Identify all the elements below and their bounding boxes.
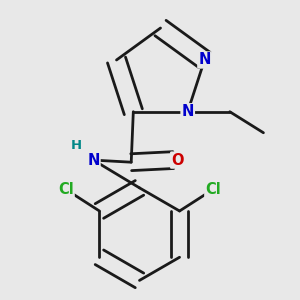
Text: O: O xyxy=(171,153,184,168)
Text: N: N xyxy=(87,153,100,168)
Text: H: H xyxy=(71,139,82,152)
Text: N: N xyxy=(182,104,194,119)
Text: Cl: Cl xyxy=(205,182,221,197)
Text: N: N xyxy=(198,52,211,68)
Text: Cl: Cl xyxy=(58,182,74,197)
